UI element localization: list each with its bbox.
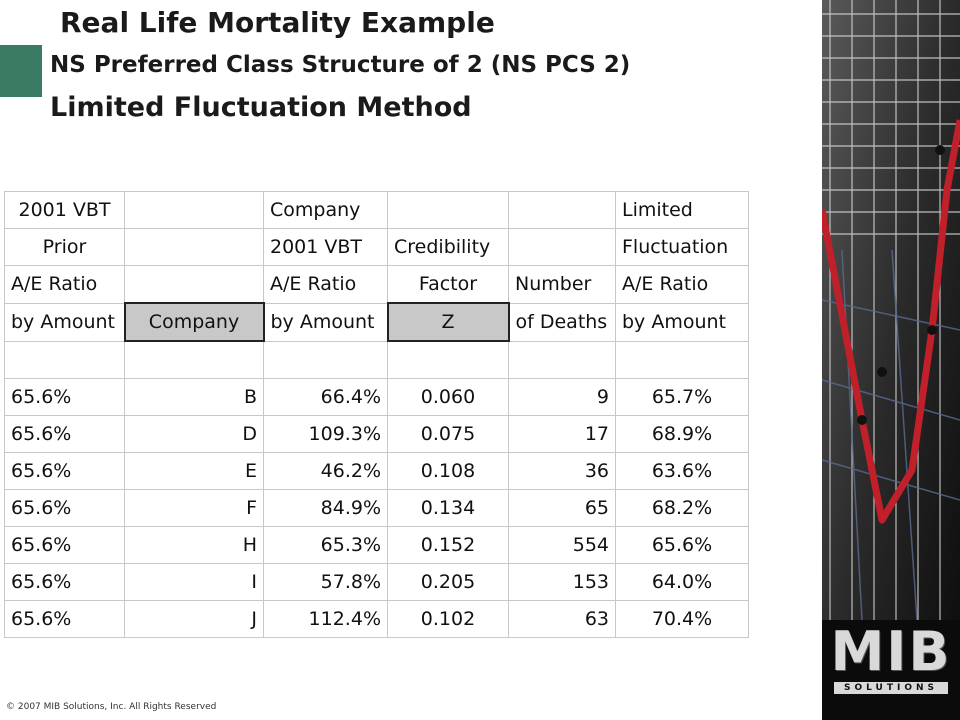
prior-ae-cell: 65.6% [4, 489, 125, 527]
spacer-row [4, 340, 749, 379]
title-accent-square [0, 45, 42, 97]
slide-subtitle: NS Preferred Class Structure of 2 (NS PC… [50, 52, 631, 78]
logo-tagline: SOLUTIONS [834, 682, 948, 694]
company-ae-cell: 57.8% [263, 563, 388, 601]
deaths-cell: 9 [508, 378, 616, 416]
header-row: Prior 2001 VBT Credibility Fluctuation [4, 228, 749, 266]
slide-method-title: Limited Fluctuation Method [50, 92, 472, 123]
z-cell: 0.205 [387, 563, 509, 601]
company-ae-cell: 65.3% [263, 526, 388, 564]
company-ae-cell: 109.3% [263, 415, 388, 453]
z-cell: 0.134 [387, 489, 509, 527]
table-row: 65.6% D 109.3% 0.075 17 68.9% [4, 415, 749, 453]
header-cell: by Amount [4, 302, 125, 342]
header-cell: Prior [4, 228, 125, 266]
header-cell [387, 191, 509, 229]
header-cell: by Amount [615, 302, 749, 342]
prior-ae-cell: 65.6% [4, 526, 125, 564]
z-header-cell: Z [386, 302, 510, 342]
deaths-cell: 153 [508, 563, 616, 601]
company-ae-cell: 112.4% [263, 600, 388, 638]
prior-ae-cell: 65.6% [4, 378, 125, 416]
company-ae-cell: 66.4% [263, 378, 388, 416]
header-cell: A/E Ratio [615, 265, 749, 304]
header-cell: 2001 VBT [263, 228, 388, 266]
header-cell: Factor [387, 265, 509, 304]
prior-ae-cell: 65.6% [4, 452, 125, 490]
deaths-cell: 554 [508, 526, 616, 564]
table-row: 65.6% H 65.3% 0.152 554 65.6% [4, 526, 749, 564]
header-cell: Limited [615, 191, 749, 229]
logo-wordmark: MIB [830, 620, 952, 683]
header-cell [124, 228, 264, 266]
decorative-chart-panel [822, 0, 960, 720]
prior-ae-cell: 65.6% [4, 600, 125, 638]
table-row: 65.6% J 112.4% 0.102 63 70.4% [4, 600, 749, 638]
prior-ae-cell: 65.6% [4, 415, 125, 453]
deaths-cell: 65 [508, 489, 616, 527]
z-cell: 0.102 [387, 600, 509, 638]
table-row: 65.6% E 46.2% 0.108 36 63.6% [4, 452, 749, 490]
company-header-cell: Company [123, 302, 265, 342]
limited-ae-cell: 68.9% [615, 415, 749, 453]
header-cell [124, 265, 264, 304]
header-row: 2001 VBT Company Limited [4, 191, 749, 229]
slide-title: Real Life Mortality Example [60, 6, 495, 39]
deaths-cell: 36 [508, 452, 616, 490]
limited-ae-cell: 64.0% [615, 563, 749, 601]
mib-solutions-logo: MIB SOLUTIONS [828, 622, 954, 698]
company-cell: F [124, 489, 264, 527]
table-row: 65.6% I 57.8% 0.205 153 64.0% [4, 563, 749, 601]
prior-ae-cell: 65.6% [4, 563, 125, 601]
decorative-chart-graphic [822, 0, 960, 720]
header-cell: of Deaths [508, 302, 616, 342]
header-row: by Amount Company by Amount Z of Deaths … [4, 302, 749, 342]
company-cell: I [124, 563, 264, 601]
header-cell: Company [263, 191, 388, 229]
limited-ae-cell: 68.2% [615, 489, 749, 527]
company-cell: H [124, 526, 264, 564]
deaths-cell: 17 [508, 415, 616, 453]
header-cell: Credibility [387, 228, 509, 266]
company-cell: J [124, 600, 264, 638]
company-ae-cell: 84.9% [263, 489, 388, 527]
mortality-table: 2001 VBT Company Limited Prior 2001 VBT … [4, 191, 749, 638]
deaths-cell: 63 [508, 600, 616, 638]
header-cell: by Amount [263, 302, 388, 342]
company-ae-cell: 46.2% [263, 452, 388, 490]
limited-ae-cell: 65.6% [615, 526, 749, 564]
header-cell [508, 191, 616, 229]
header-cell: Number [508, 265, 616, 304]
company-cell: B [124, 378, 264, 416]
company-cell: D [124, 415, 264, 453]
limited-ae-cell: 65.7% [615, 378, 749, 416]
header-cell: A/E Ratio [4, 265, 125, 304]
header-cell: 2001 VBT [4, 191, 125, 229]
header-cell: A/E Ratio [263, 265, 388, 304]
table-row: 65.6% F 84.9% 0.134 65 68.2% [4, 489, 749, 527]
header-cell [508, 228, 616, 266]
copyright-footer: © 2007 MIB Solutions, Inc. All Rights Re… [6, 702, 217, 712]
limited-ae-cell: 63.6% [615, 452, 749, 490]
header-cell [124, 191, 264, 229]
limited-ae-cell: 70.4% [615, 600, 749, 638]
z-cell: 0.152 [387, 526, 509, 564]
company-cell: E [124, 452, 264, 490]
z-cell: 0.108 [387, 452, 509, 490]
z-cell: 0.060 [387, 378, 509, 416]
z-cell: 0.075 [387, 415, 509, 453]
header-row: A/E Ratio A/E Ratio Factor Number A/E Ra… [4, 265, 749, 304]
table-row: 65.6% B 66.4% 0.060 9 65.7% [4, 378, 749, 416]
header-cell: Fluctuation [615, 228, 749, 266]
